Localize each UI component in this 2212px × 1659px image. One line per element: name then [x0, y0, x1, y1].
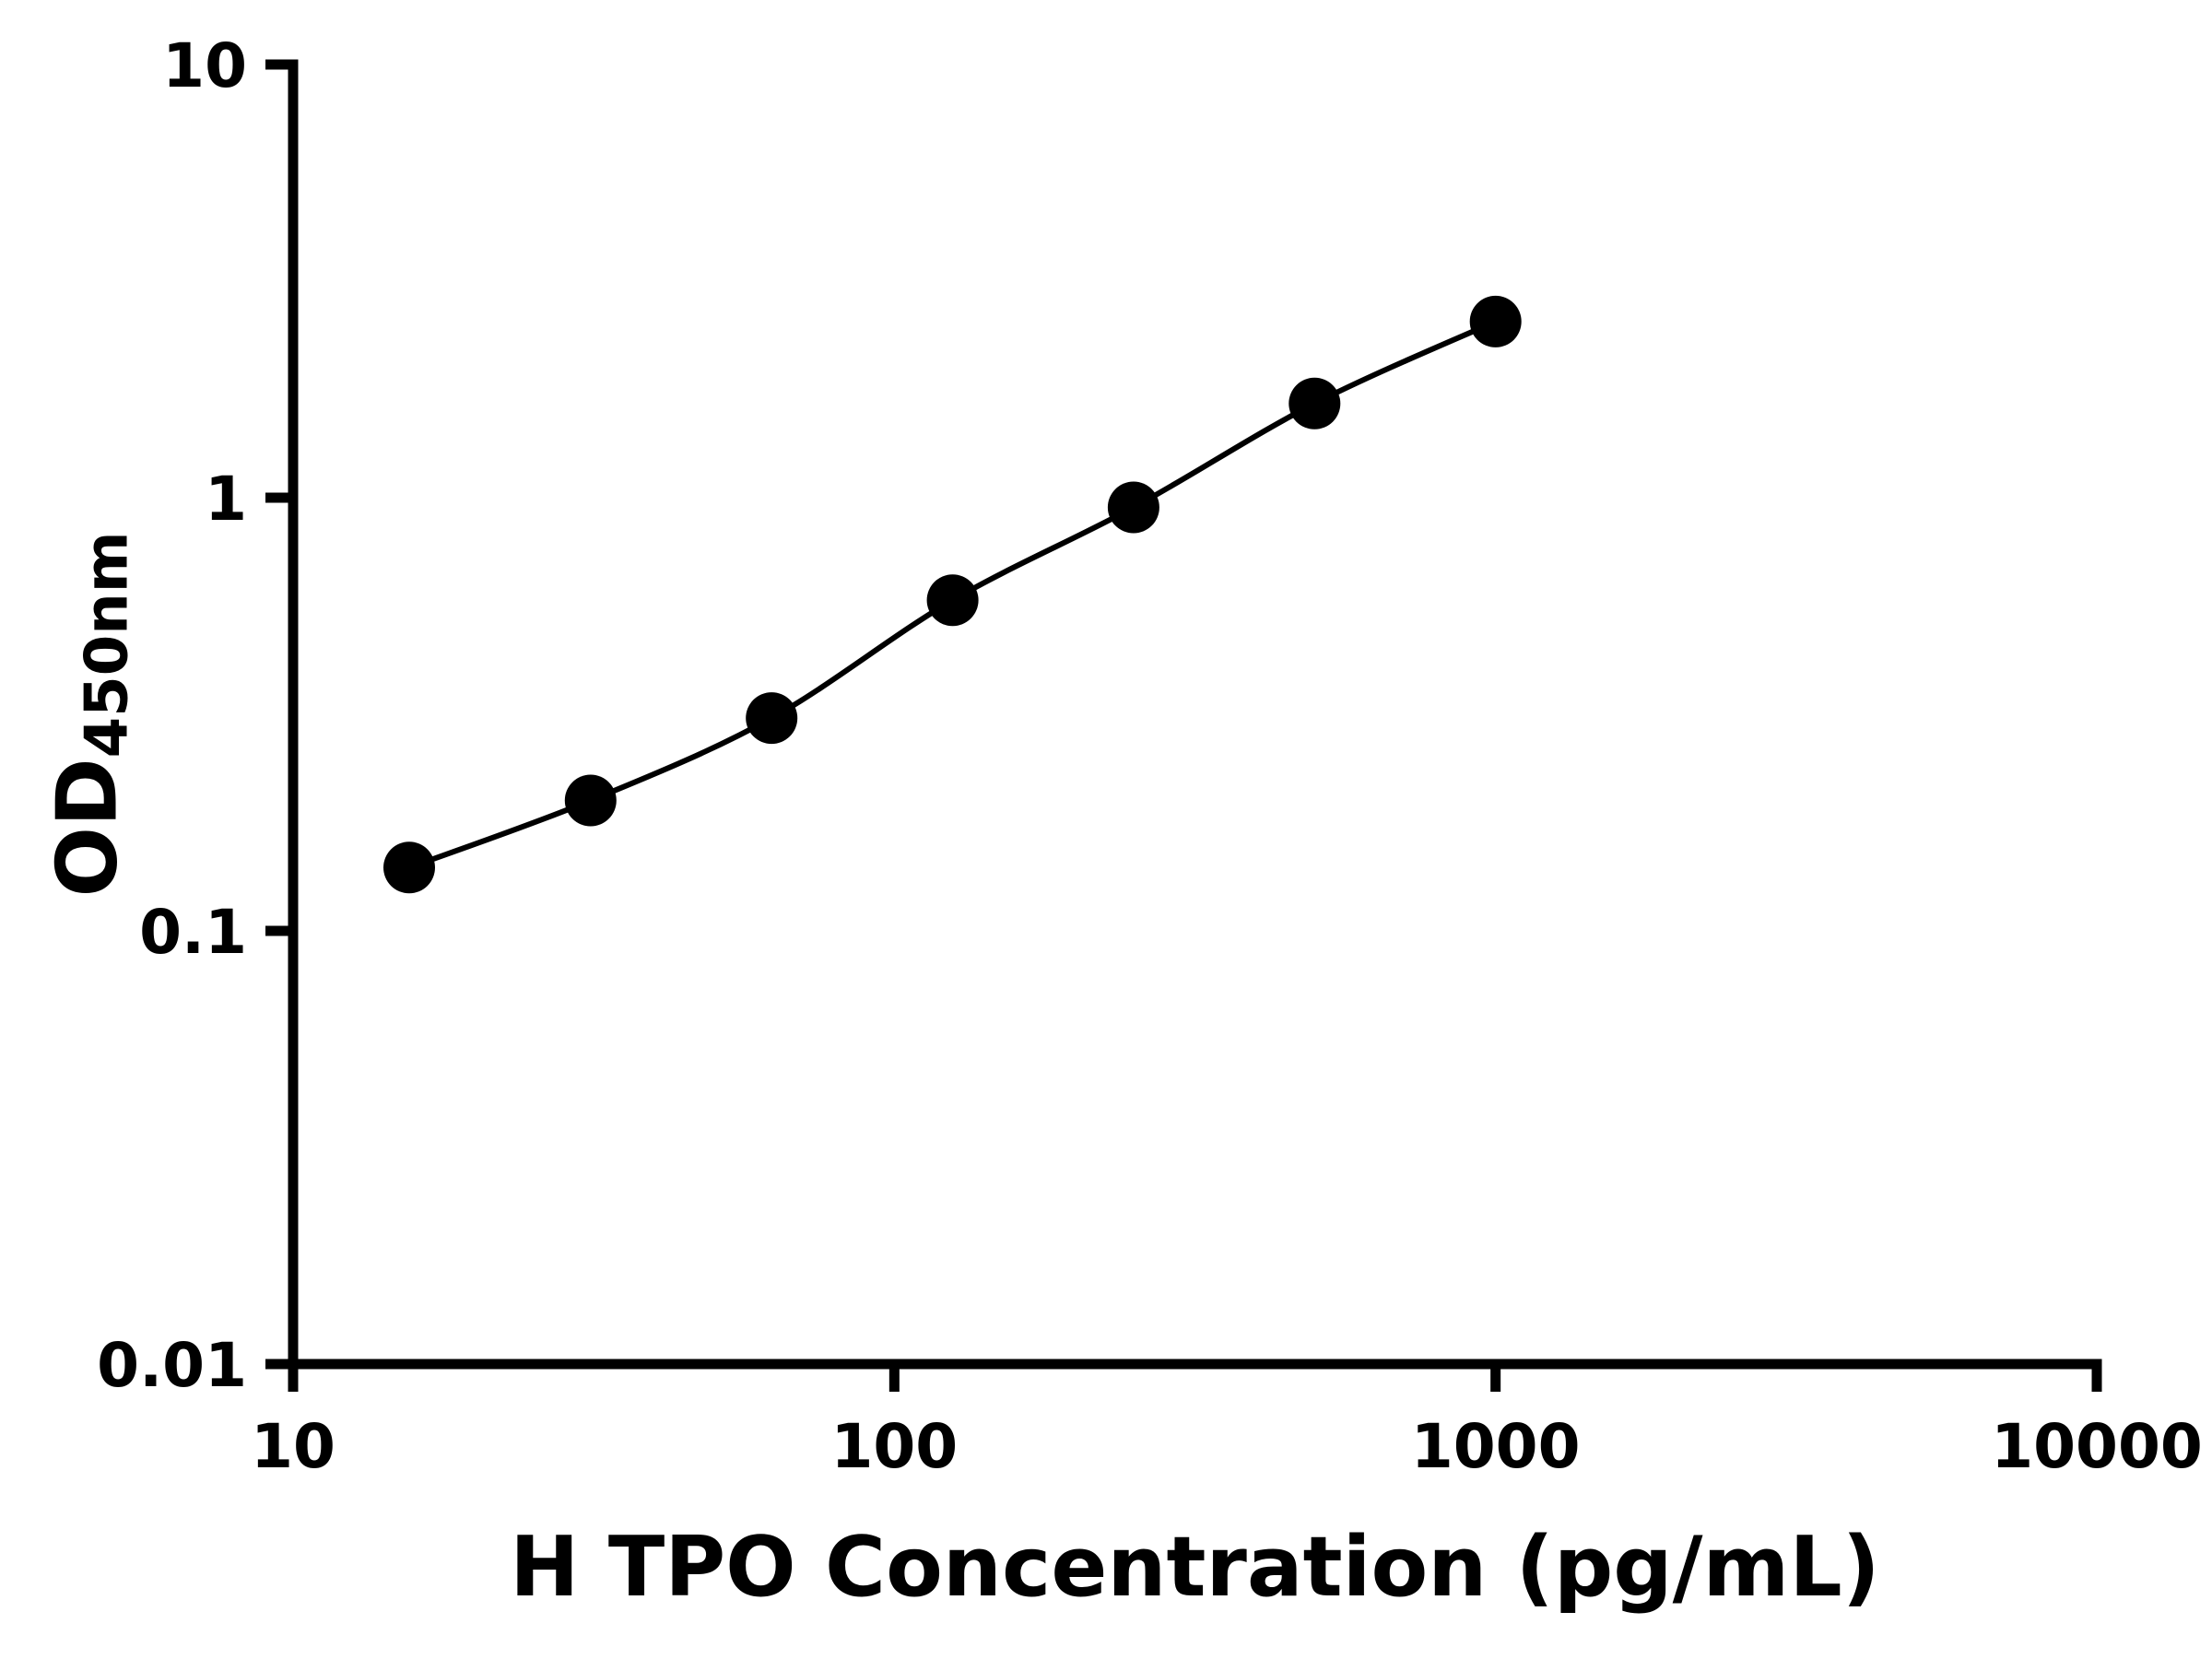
data-point	[1288, 377, 1341, 429]
y-tick-label: 1	[205, 464, 247, 535]
x-tick-label: 10	[251, 1411, 335, 1482]
y-tick-label: 10	[162, 30, 247, 101]
y-tick-label: 0.1	[139, 897, 247, 968]
y-tick-label: 0.01	[97, 1330, 247, 1401]
x-axis-title: H TPO Concentration (pg/mL)	[510, 1519, 1880, 1616]
axis-lines	[288, 59, 2102, 1370]
data-point	[1107, 481, 1159, 534]
y-axis-title-subscript: 450nm	[73, 531, 142, 759]
data-point	[926, 574, 979, 627]
x-tick-label: 1000	[1411, 1411, 1581, 1482]
data-point	[1469, 295, 1522, 347]
x-tick-label: 10000	[1991, 1411, 2203, 1482]
y-axis-title-main: OD	[39, 758, 136, 898]
data-point	[383, 841, 435, 894]
x-tick-label: 100	[830, 1411, 958, 1482]
data-point	[746, 692, 798, 745]
y-axis-title: OD450nm	[39, 531, 142, 898]
data-point	[564, 774, 617, 827]
